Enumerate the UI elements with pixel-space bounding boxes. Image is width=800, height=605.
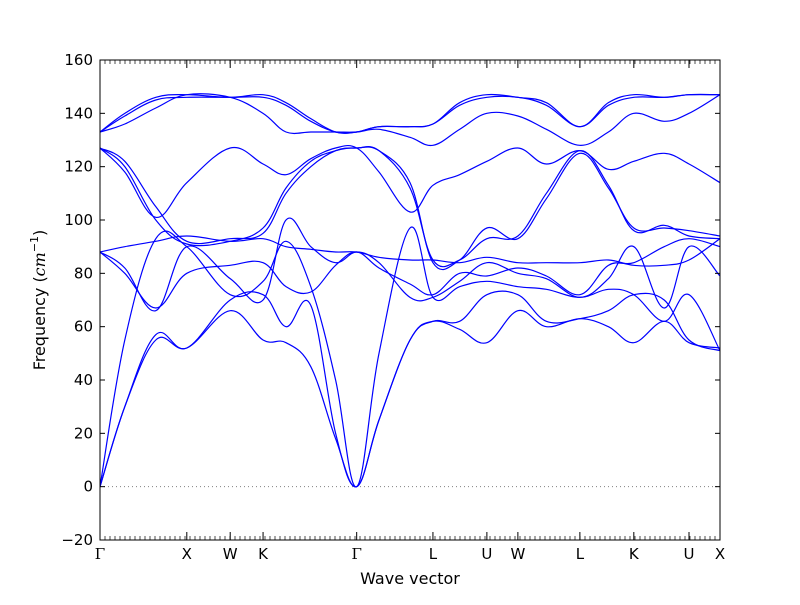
- y-axis-label-unit: cm: [30, 252, 49, 276]
- y-tick-label: 80: [74, 264, 93, 282]
- y-axis-label-close: ): [30, 230, 49, 236]
- y-ticks: −20 0 20 40 60 80 100 120 140 160: [61, 51, 720, 549]
- phonon-band-line-8: [100, 146, 720, 271]
- x-axis-label: Wave vector: [360, 569, 460, 588]
- x-tick-label: L: [576, 545, 585, 563]
- y-axis-label: Frequency (cm−1): [28, 230, 49, 371]
- axes-layer: [99, 59, 721, 541]
- series-layer: [100, 93, 720, 488]
- phonon-band-line-11: [100, 93, 720, 134]
- y-tick-label: 100: [64, 211, 93, 229]
- phonon-band-line-4: [100, 217, 720, 312]
- x-tick-label: X: [715, 545, 725, 563]
- phonon-band-line-1: [100, 309, 720, 488]
- x-tick-label: W: [510, 545, 525, 563]
- y-axis-label-main: Frequency (: [30, 276, 49, 370]
- phonon-band-line-2: [100, 290, 720, 488]
- y-tick-label: 140: [64, 104, 93, 122]
- x-tick-label: X: [182, 545, 192, 563]
- y-tick-label: 0: [83, 478, 93, 496]
- plot-frame: [99, 59, 721, 541]
- phonon-band-line-10: [100, 93, 720, 147]
- phonon-band-line-6: [100, 235, 720, 267]
- x-tick-label: K: [629, 545, 640, 563]
- x-tick-label: U: [684, 545, 695, 563]
- y-tick-label: 20: [74, 424, 93, 442]
- phonon-band-line-7: [100, 146, 720, 268]
- phonon-band-line-5: [100, 238, 720, 309]
- x-tick-label: W: [223, 545, 238, 563]
- y-tick-label: 60: [74, 318, 93, 336]
- y-tick-label: 40: [74, 371, 93, 389]
- x-tick-label: L: [429, 545, 438, 563]
- x-tick-label: Γ: [351, 545, 361, 563]
- phonon-band-line-12: [100, 93, 720, 134]
- phonon-band-line-9: [100, 144, 720, 218]
- x-tick-label: K: [258, 545, 269, 563]
- phonon-band-line-3: [100, 226, 720, 488]
- x-tick-label: U: [481, 545, 492, 563]
- x-tick-label: Γ: [95, 545, 105, 563]
- y-tick-label: 160: [64, 51, 93, 69]
- y-tick-label: −20: [61, 531, 93, 549]
- y-axis-label-exponent: −1: [28, 236, 41, 252]
- y-tick-label: 120: [64, 158, 93, 176]
